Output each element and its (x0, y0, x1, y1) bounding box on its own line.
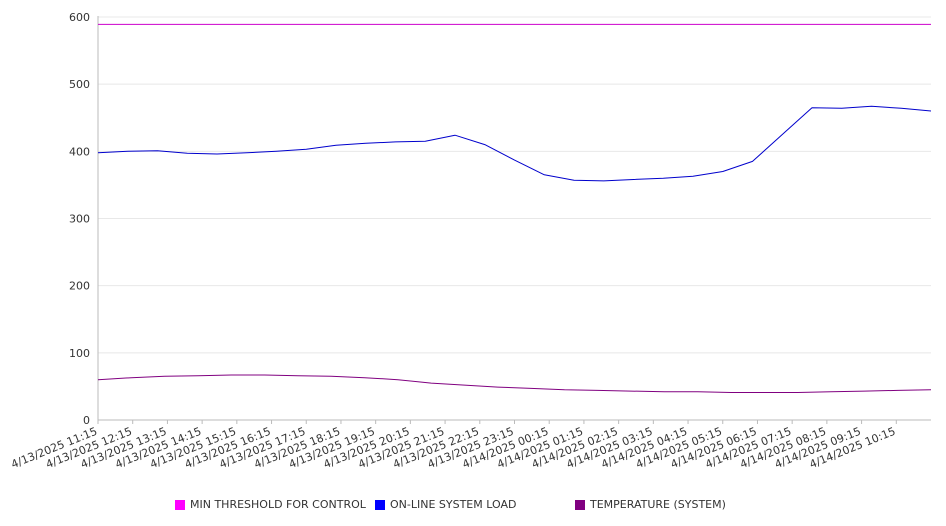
legend-swatch-system-load (375, 499, 385, 510)
y-tick-label: 300 (69, 213, 90, 226)
y-tick-label: 500 (69, 78, 90, 91)
legend-item-min-threshold: MIN THRESHOLD FOR CONTROL (175, 498, 366, 511)
y-tick-label: 600 (69, 11, 90, 24)
y-axis-tick-labels: 0 100 200 300 400 500 600 (69, 11, 90, 427)
legend: MIN THRESHOLD FOR CONTROL ON-LINE SYSTEM… (0, 498, 946, 514)
x-axis-tick-labels: 4/13/2025 11:154/13/2025 12:154/13/2025 … (9, 425, 897, 471)
y-tick-label: 200 (69, 280, 90, 293)
legend-label-temperature: TEMPERATURE (SYSTEM) (590, 498, 726, 511)
legend-swatch-min-threshold (175, 499, 185, 510)
series-line-1 (97, 105, 932, 182)
grid-lines (98, 16, 931, 421)
legend-swatch-temperature (575, 499, 585, 510)
series-line-2 (97, 374, 932, 393)
legend-item-temperature: TEMPERATURE (SYSTEM) (575, 498, 726, 511)
legend-label-system-load: ON-LINE SYSTEM LOAD (390, 498, 517, 511)
axes (97, 16, 931, 424)
y-tick-label: 0 (83, 414, 90, 427)
series-lines (97, 23, 932, 393)
y-tick-label: 400 (69, 145, 90, 158)
legend-item-system-load: ON-LINE SYSTEM LOAD (375, 498, 516, 511)
y-tick-label: 100 (69, 347, 90, 360)
legend-label-min-threshold: MIN THRESHOLD FOR CONTROL (190, 498, 366, 511)
